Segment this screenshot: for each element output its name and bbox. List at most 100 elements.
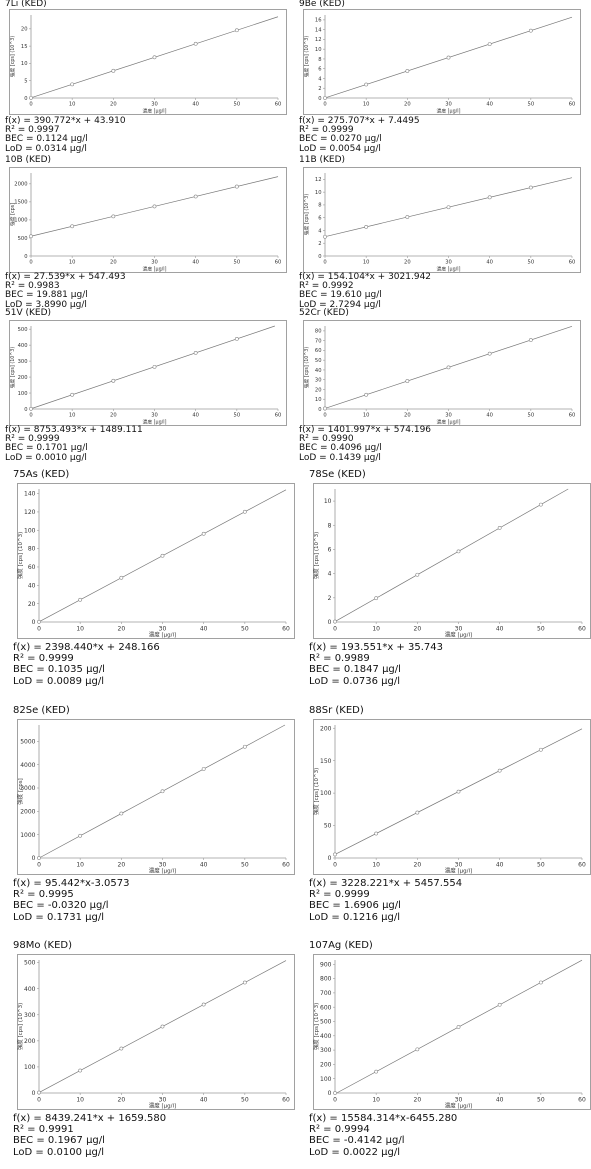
- y-tick-label: 50: [315, 358, 322, 364]
- x-tick-label: 50: [528, 260, 535, 266]
- r-squared: R² = 0.9990: [299, 434, 354, 445]
- y-tick-label: 2000: [20, 808, 35, 815]
- fit-equation: f(x) = 8439.241*x + 1659.580: [13, 1113, 167, 1124]
- x-tick-label: 30: [151, 413, 158, 419]
- plot-frame: [17, 483, 295, 639]
- calibration-panel: 51V (KED) 0 100 200 300 400 500 0 10 20 30 40 50 60 濃度…: [5, 308, 288, 467]
- x-tick-label: 20: [118, 862, 126, 869]
- y-axis-label: 強度 [cps] (10^3): [312, 768, 320, 816]
- x-tick-label: 60: [578, 626, 586, 633]
- regression-stats: f(x) = 15584.314*x-6455.280 R² = 0.9994 BE…: [309, 1113, 457, 1158]
- fit-equation: f(x) = 2398.440*x + 248.166: [13, 642, 160, 653]
- plot-frame: [303, 9, 581, 115]
- y-tick-label: 200: [320, 1061, 332, 1068]
- y-axis-label: 強度 [cps] (10^3): [9, 36, 16, 78]
- plot-frame: [303, 167, 581, 273]
- fit-equation: f(x) = 3228.221*x + 5457.554: [309, 878, 463, 889]
- data-point: [323, 234, 327, 239]
- data-point: [333, 852, 337, 857]
- x-tick-label: 30: [159, 862, 167, 869]
- calibration-panel: 107Ag (KED) 0 100 200 300 400 500 600 700 800 900 0…: [309, 940, 591, 1162]
- y-tick-label: 20: [315, 387, 322, 393]
- data-point: [37, 619, 41, 624]
- regression-stats: f(x) = 95.442*x-3.0573 R² = 0.9995 BEC = -…: [13, 878, 129, 923]
- y-tick-label: 300: [24, 1012, 36, 1019]
- y-tick-label: 400: [18, 343, 28, 349]
- bec-value: BEC = -0.0320 µg/l: [13, 900, 109, 912]
- x-tick-label: 40: [200, 1097, 208, 1104]
- y-tick-label: 80: [28, 546, 36, 553]
- data-point: [364, 224, 369, 229]
- calibration-plot: 0 100 200 300 400 500 0 10 20 30 40 50 60 濃度 [µg/l] 強度…: [16, 954, 295, 1110]
- data-point: [487, 42, 492, 46]
- data-point: [487, 351, 492, 356]
- x-axis-label: 濃度 [µg/l]: [445, 631, 472, 639]
- chart-title: 82Se (KED): [13, 705, 70, 716]
- regression-stats: f(x) = 2398.440*x + 248.166 R² = 0.9999 BE…: [13, 642, 160, 687]
- y-tick-label: 12: [315, 37, 322, 43]
- y-tick-label: 8: [318, 57, 321, 63]
- data-point: [160, 1024, 165, 1029]
- x-tick-label: 40: [496, 1097, 504, 1104]
- y-tick-label: 1000: [20, 832, 35, 839]
- data-point: [456, 1025, 461, 1029]
- bec-value: BEC = 0.1847 µg/l: [309, 664, 401, 676]
- y-tick-label: 200: [320, 725, 332, 732]
- x-tick-label: 60: [569, 413, 576, 419]
- x-tick-label: 0: [333, 1097, 337, 1104]
- calibration-panel: 82Se (KED) 0 1000 2000 3000 4000 5000 0 10 20 30 40…: [13, 705, 296, 927]
- calibration-plot: 0 20 40 60 80 100 120 140 0 10 20 30 40 50 60 濃度 [µg/l]…: [16, 483, 295, 639]
- data-point: [528, 185, 533, 190]
- y-axis-label: 強度 [cps] (10^3): [312, 532, 320, 580]
- y-tick-label: 14: [315, 27, 322, 33]
- y-tick-label: 0: [328, 1090, 332, 1097]
- y-axis-label: 強度 [cps] (10^3): [303, 347, 310, 389]
- data-point: [242, 744, 247, 749]
- data-point: [456, 789, 461, 794]
- data-point: [70, 224, 75, 229]
- y-axis-label: 強度 [cps] (10^3): [16, 1003, 24, 1051]
- x-tick-label: 60: [282, 1097, 290, 1104]
- x-tick-label: 0: [29, 413, 32, 419]
- y-tick-label: 40: [28, 582, 36, 589]
- x-tick-label: 20: [110, 102, 117, 108]
- x-tick-label: 10: [69, 413, 76, 419]
- y-tick-label: 15: [21, 44, 28, 50]
- y-tick-label: 400: [320, 1033, 332, 1040]
- data-point: [78, 833, 83, 838]
- y-tick-label: 500: [18, 236, 28, 242]
- data-point: [242, 509, 247, 514]
- regression-stats: f(x) = 275.707*x + 7.4495 R² = 0.9999 BEC …: [299, 116, 420, 154]
- data-point: [538, 980, 543, 985]
- y-tick-label: 2: [318, 86, 321, 92]
- calibration-plot: 0 2 4 6 8 10 0 10 20 30 40 50 60 濃度 [µg/l] 強度 [cps] (1…: [312, 483, 591, 639]
- y-tick-label: 30: [315, 378, 322, 384]
- y-tick-label: 0: [32, 855, 36, 862]
- bec-value: BEC = 0.1967 µg/l: [13, 1135, 105, 1147]
- fit-equation: f(x) = 15584.314*x-6455.280: [309, 1113, 458, 1124]
- y-tick-label: 1500: [14, 200, 27, 206]
- x-tick-label: 20: [404, 413, 411, 419]
- data-point: [29, 95, 33, 100]
- regression-stats: f(x) = 390.772*x + 43.910 R² = 0.9997 BEC …: [5, 116, 126, 154]
- fit-equation: f(x) = 390.772*x + 43.910: [5, 116, 126, 126]
- data-point: [78, 1068, 83, 1073]
- plot-frame: [303, 320, 581, 426]
- y-tick-label: 60: [28, 564, 36, 571]
- x-tick-label: 20: [118, 1097, 126, 1104]
- x-tick-label: 10: [69, 102, 76, 108]
- data-point: [111, 378, 116, 383]
- fit-equation: f(x) = 95.442*x-3.0573: [13, 878, 130, 889]
- y-tick-label: 100: [320, 1076, 332, 1083]
- x-tick-label: 60: [578, 862, 586, 869]
- calibration-panel: 88Sr (KED) 0 50 100 150 200 0 10 20 30 40 50 60 濃度 [µ…: [309, 705, 591, 927]
- data-point: [37, 856, 41, 860]
- y-axis-label: 強度 [cps]: [16, 778, 24, 804]
- calibration-panel: 52Cr (KED) 0 10 20 30 40 50 60 70 80 0 10 20 30 40 50 60…: [299, 308, 582, 467]
- r-squared: R² = 0.9994: [309, 1124, 370, 1136]
- r-squared: R² = 0.9983: [5, 281, 60, 292]
- chart-title: 75As (KED): [13, 469, 70, 480]
- lod-value: LoD = 2.7294 µg/l: [299, 299, 381, 310]
- data-point: [405, 69, 410, 73]
- x-tick-label: 10: [69, 260, 76, 266]
